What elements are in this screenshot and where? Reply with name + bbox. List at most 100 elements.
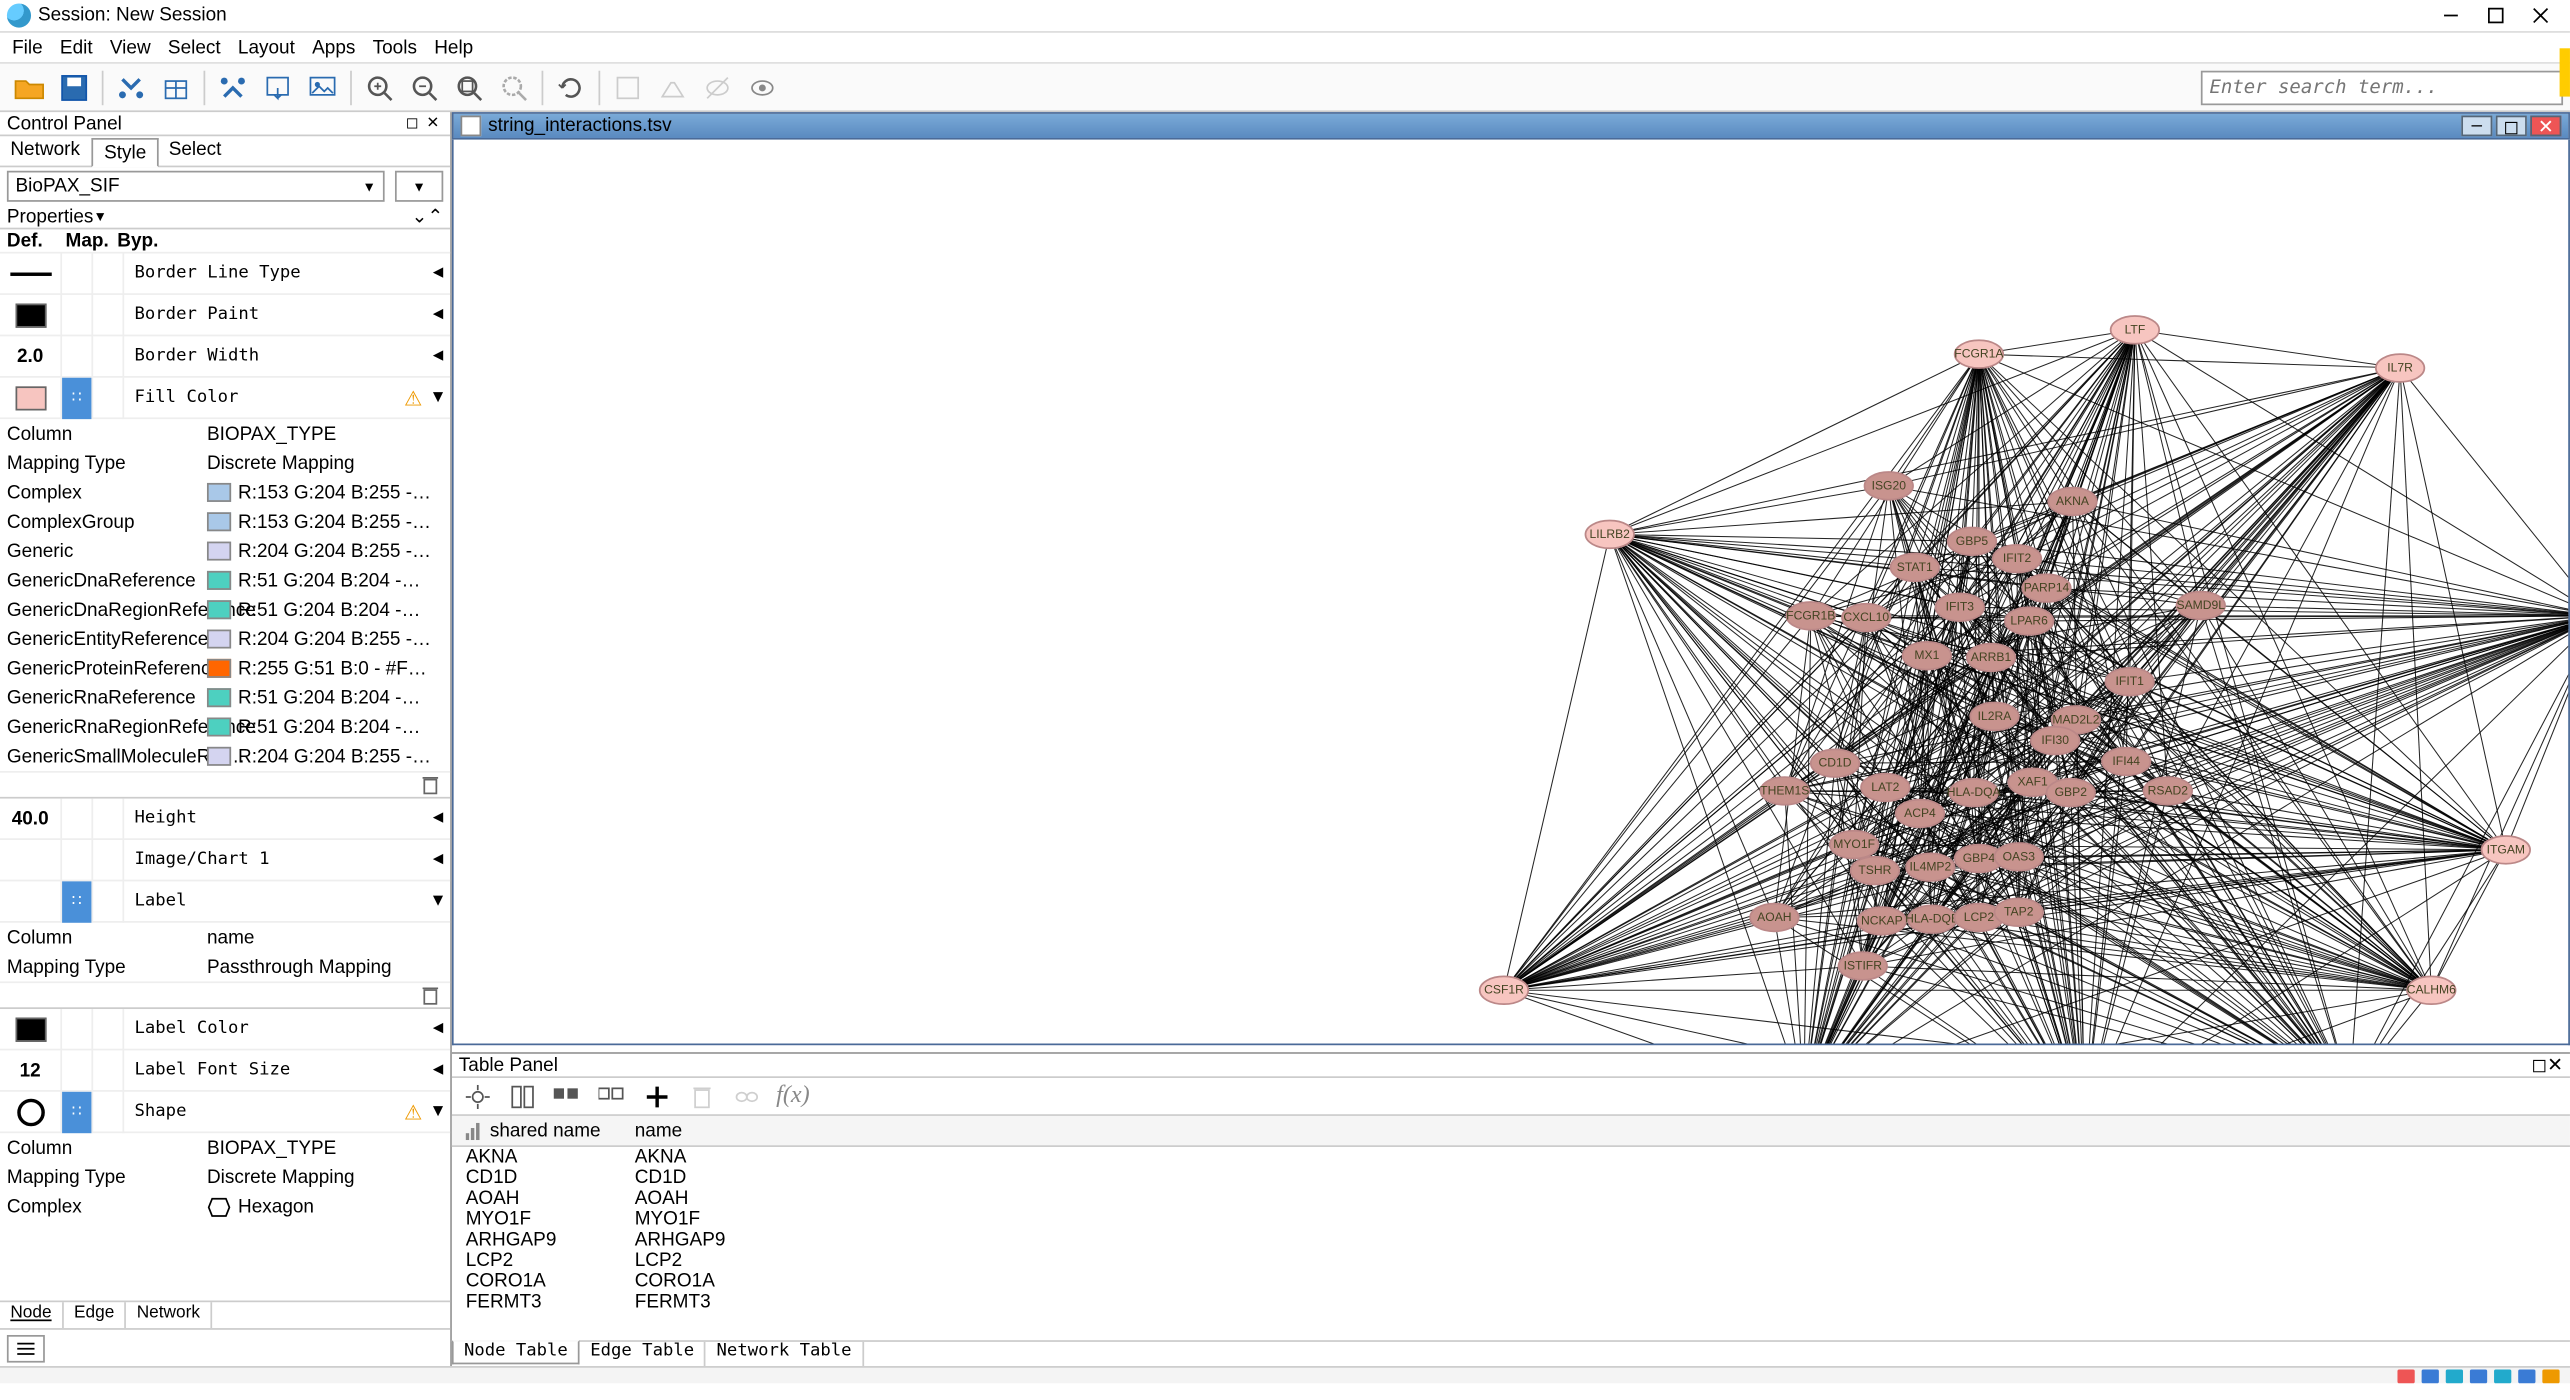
network-node[interactable]: THEM1S: [1760, 777, 1809, 805]
network-node[interactable]: AOAH: [1750, 904, 1799, 932]
export-network-icon[interactable]: [210, 66, 255, 107]
network-node[interactable]: ACP4: [1896, 800, 1945, 828]
mapping-item[interactable]: ComplexGroupR:153 G:204 B:255 -…: [0, 507, 450, 536]
table-float-button[interactable]: ◻: [2531, 1054, 2547, 1076]
zoom-selected-icon[interactable]: [492, 66, 537, 107]
mapping-item[interactable]: GenericEntityReferenceR:204 G:204 B:255 …: [0, 624, 450, 653]
network-node[interactable]: GBP2: [2047, 779, 2096, 807]
float-panel-button[interactable]: ◻: [402, 113, 423, 134]
property-row[interactable]: Border Line Type◄: [0, 254, 450, 295]
property-row[interactable]: 40.0Height◄: [0, 799, 450, 840]
network-maximize-button[interactable]: ◻: [2496, 116, 2527, 137]
mapping-item[interactable]: GenericSmallMoleculeRef…R:204 G:204 B:25…: [0, 742, 450, 771]
table-row[interactable]: CORO1ACORO1A: [452, 1271, 2570, 1292]
property-row[interactable]: 12Label Font Size◄: [0, 1050, 450, 1091]
property-row[interactable]: Image/Chart 1◄: [0, 840, 450, 881]
menu-tools[interactable]: Tools: [364, 37, 426, 58]
menu-select[interactable]: Select: [159, 37, 229, 58]
network-node[interactable]: ARRB1: [1967, 644, 2016, 672]
mapping-item[interactable]: GenericDnaRegionReferenceR:51 G:204 B:20…: [0, 595, 450, 624]
menu-help[interactable]: Help: [426, 37, 482, 58]
mapping-row[interactable]: Mapping TypeDiscrete Mapping: [0, 1163, 450, 1192]
network-node[interactable]: FCGR1A: [1954, 340, 2004, 368]
network-node[interactable]: IFIT2: [1993, 545, 2042, 573]
network-node[interactable]: CALHM6: [2407, 976, 2456, 1004]
table-row[interactable]: MYO1FMYO1F: [452, 1209, 2570, 1230]
mapping-row[interactable]: Columnname: [0, 923, 450, 952]
delete-mapping-button[interactable]: [0, 771, 450, 799]
style-selector[interactable]: BioPAX_SIF▼: [7, 171, 385, 202]
cp-tab-select[interactable]: Select: [158, 136, 233, 165]
network-node[interactable]: IFIT3: [1936, 593, 1985, 621]
network-node[interactable]: LILRB2: [1585, 521, 1634, 549]
property-row[interactable]: ∷Fill Color⚠▼: [0, 378, 450, 419]
tray-icon[interactable]: [2397, 1369, 2414, 1383]
tray-icon[interactable]: [2446, 1369, 2463, 1383]
property-row[interactable]: ∷Shape⚠▼: [0, 1092, 450, 1133]
mapping-row[interactable]: ColumnBIOPAX_TYPE: [0, 419, 450, 448]
minimize-button[interactable]: [2429, 1, 2474, 30]
cp-tab-style[interactable]: Style: [92, 138, 158, 167]
network-node[interactable]: LTF: [2111, 316, 2160, 344]
import-table-icon[interactable]: [154, 66, 199, 107]
network-minimize-button[interactable]: –: [2461, 116, 2492, 137]
cp-bottom-tab-network[interactable]: Network: [126, 1302, 212, 1328]
mapping-item[interactable]: GenericDnaReferenceR:51 G:204 B:204 -…: [0, 566, 450, 595]
close-panel-button[interactable]: ✕: [423, 113, 444, 134]
save-session-icon[interactable]: [52, 66, 97, 107]
mapping-item[interactable]: GenericRnaRegionReferenceR:51 G:204 B:20…: [0, 712, 450, 741]
expand-all-icon[interactable]: ⌄: [411, 205, 427, 227]
network-node[interactable]: CXCL10: [1842, 604, 1891, 632]
tray-icon[interactable]: [2542, 1369, 2559, 1383]
reload-icon[interactable]: [548, 66, 593, 107]
network-node[interactable]: IFI44: [2102, 748, 2151, 776]
tray-icon[interactable]: [2494, 1369, 2511, 1383]
network-node[interactable]: TAP2: [1995, 898, 2044, 926]
table-row[interactable]: FERMT3FERMT3: [452, 1292, 2570, 1313]
network-node[interactable]: IL2RA: [1970, 703, 2019, 731]
mapping-row[interactable]: Mapping TypeDiscrete Mapping: [0, 448, 450, 477]
menu-edit[interactable]: Edit: [51, 37, 101, 58]
network-node[interactable]: LPAR6: [2005, 607, 2054, 635]
network-node[interactable]: ISG20: [1865, 472, 1914, 500]
menu-file[interactable]: File: [3, 37, 51, 58]
mapping-item[interactable]: ComplexR:153 G:204 B:255 -…: [0, 478, 450, 507]
table-row[interactable]: AKNAAKNA: [452, 1147, 2570, 1168]
export-image-icon[interactable]: [300, 66, 345, 107]
table-row[interactable]: LCP2LCP2: [452, 1250, 2570, 1271]
select-none-icon[interactable]: [597, 1082, 628, 1110]
network-node[interactable]: AKNA: [2048, 488, 2097, 516]
zoom-fit-icon[interactable]: [447, 66, 492, 107]
network-node[interactable]: IL7R: [2376, 354, 2425, 382]
table-header-shared-name[interactable]: shared name: [452, 1116, 621, 1145]
delete-column-icon[interactable]: [686, 1082, 717, 1110]
network-node[interactable]: SAMD9L: [2177, 592, 2226, 620]
cp-tab-network[interactable]: Network: [0, 136, 92, 165]
select-all-icon[interactable]: [552, 1082, 583, 1110]
open-session-icon[interactable]: [7, 66, 52, 107]
property-row[interactable]: Label Color◄: [0, 1009, 450, 1050]
table-row[interactable]: AOAHAOAH: [452, 1188, 2570, 1209]
close-button[interactable]: [2518, 1, 2563, 30]
menu-apps[interactable]: Apps: [304, 37, 365, 58]
network-node[interactable]: RSAD2: [2144, 777, 2193, 805]
network-node[interactable]: PARP14: [2022, 574, 2071, 602]
mapping-row[interactable]: ColumnBIOPAX_TYPE: [0, 1133, 450, 1162]
network-node[interactable]: ITGAM: [2482, 836, 2531, 864]
network-node[interactable]: MX1: [1903, 642, 1952, 670]
zoom-out-icon[interactable]: [402, 66, 447, 107]
show-hidden-icon[interactable]: [695, 66, 740, 107]
mapping-item[interactable]: GenericR:204 G:204 B:255 -…: [0, 536, 450, 565]
collapse-all-icon[interactable]: ⌃: [427, 205, 443, 227]
network-node[interactable]: GBP5: [1948, 527, 1997, 555]
network-node[interactable]: STAT1: [1891, 553, 1940, 581]
table-row[interactable]: CD1DCD1D: [452, 1168, 2570, 1189]
table-close-button[interactable]: ✕: [2547, 1054, 2563, 1076]
network-node[interactable]: LAT2: [1861, 774, 1910, 802]
export-table-icon[interactable]: [255, 66, 300, 107]
delete-mapping-button[interactable]: [0, 981, 450, 1009]
table-tab[interactable]: Edge Table: [580, 1342, 706, 1366]
network-node[interactable]: FCGR1B: [1786, 602, 1835, 630]
cp-bottom-tab-node[interactable]: Node: [0, 1302, 64, 1328]
add-column-icon[interactable]: [642, 1082, 673, 1110]
